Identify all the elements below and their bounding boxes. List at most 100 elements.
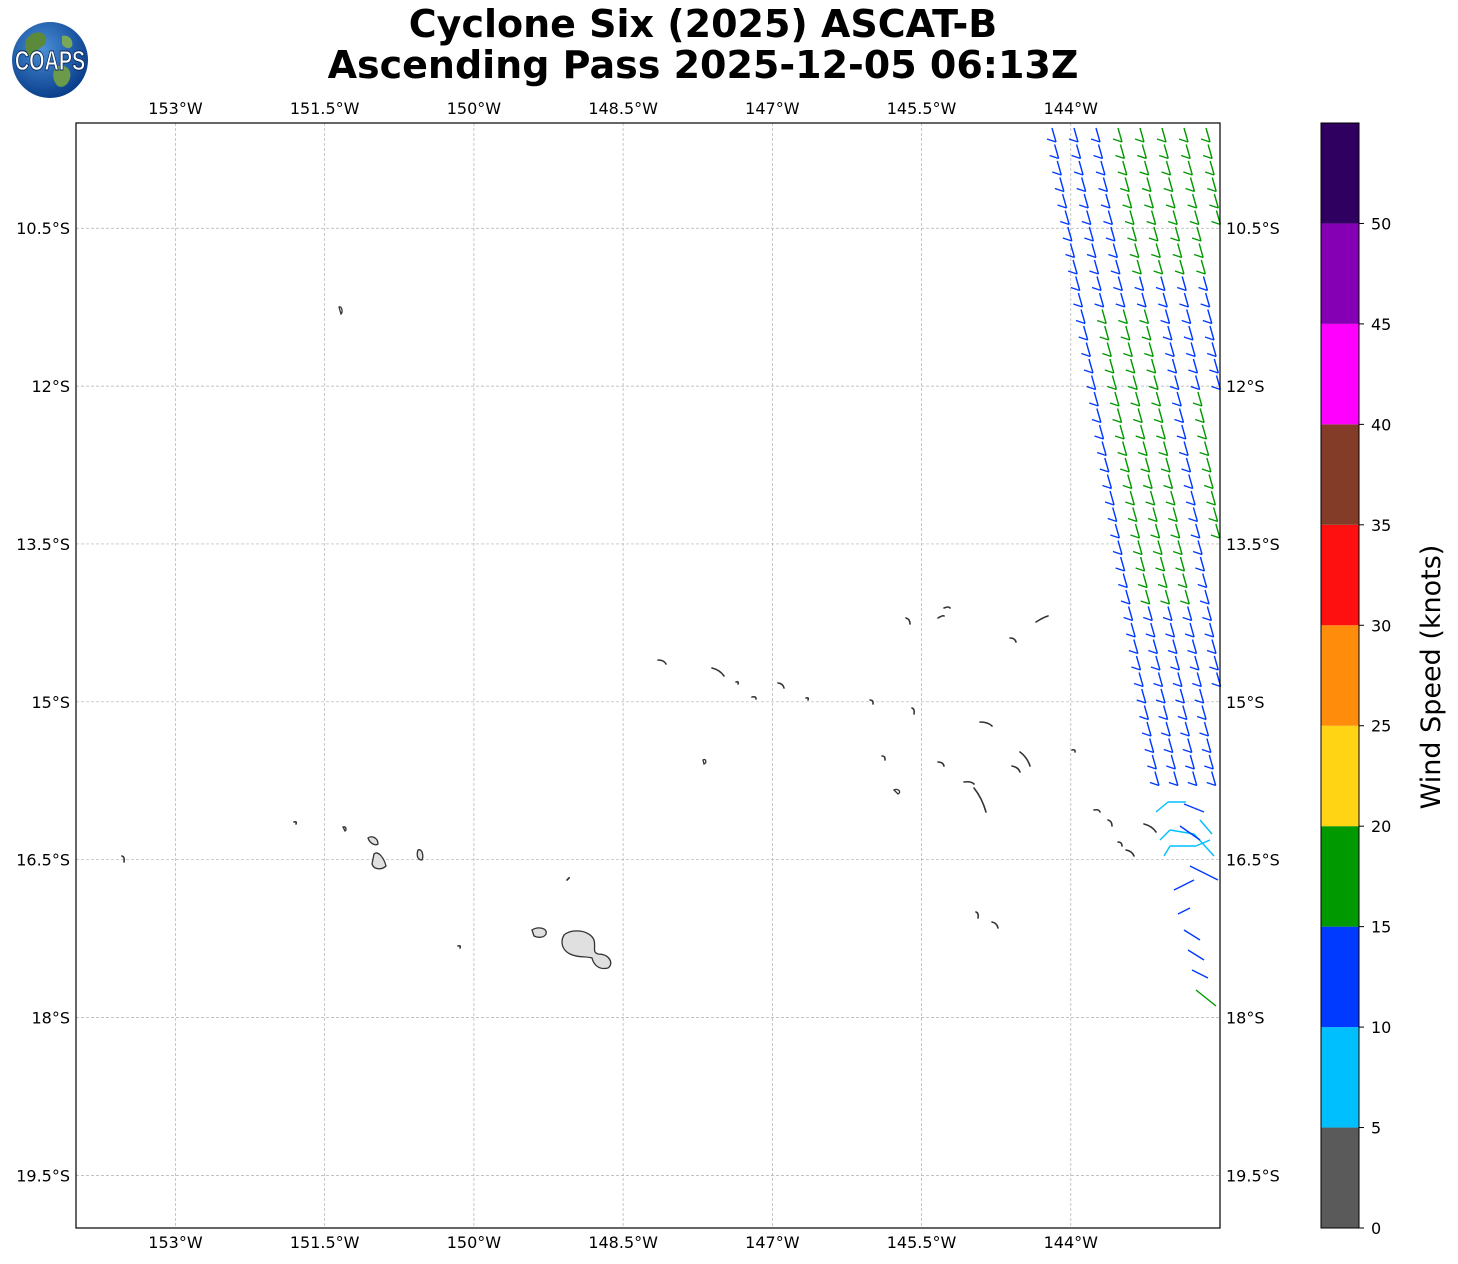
- wind-barb: [1142, 441, 1148, 456]
- wind-barb-flag: [1172, 550, 1183, 556]
- wind-barb: [1162, 292, 1168, 308]
- wind-barb-flag: [1194, 699, 1204, 704]
- colorbar-tick-label: 10: [1371, 1018, 1391, 1037]
- wind-barb: [1149, 490, 1156, 506]
- wind-barb-flag: [1084, 237, 1094, 242]
- wind-barb-flag: [1076, 187, 1086, 193]
- wind-barb-flag: [1188, 517, 1198, 523]
- lon-tick-label-bottom: 150°W: [447, 1233, 502, 1252]
- colorbar-tick-label: 20: [1371, 817, 1391, 836]
- map-frame: [75, 122, 1221, 1229]
- wind-barb-flag: [1200, 303, 1210, 308]
- wind-barb-flag: [1146, 220, 1156, 226]
- title-line-1: Cyclone Six (2025) ASCAT-B: [408, 2, 998, 46]
- colorbar-bin: [1321, 1127, 1359, 1228]
- wind-barb-flag: [1130, 534, 1140, 539]
- wind-barb: [1178, 408, 1185, 423]
- wind-barb: [1119, 144, 1126, 159]
- wind-barb: [1203, 441, 1210, 456]
- wind-barb: [1204, 589, 1210, 605]
- wind-barb-flag: [1118, 319, 1128, 325]
- wind-barb: [1105, 193, 1111, 209]
- lon-tick-label-bottom: 148.5°W: [588, 1233, 658, 1252]
- wind-barb: [1150, 210, 1157, 225]
- wind-barb-flag: [1135, 435, 1145, 440]
- wind-barb-flag: [1117, 171, 1128, 176]
- island-outline: [531, 927, 547, 938]
- atoll-outline: [911, 707, 916, 715]
- wind-barb-flag: [1174, 418, 1184, 424]
- wind-barb: [1088, 358, 1094, 374]
- wind-barb: [1211, 177, 1217, 192]
- wind-barb-flag: [1160, 468, 1171, 473]
- lat-tick-label-left: 18°S: [31, 1009, 70, 1028]
- atoll-outline: [905, 617, 911, 625]
- wind-barb-flag: [1156, 138, 1167, 143]
- wind-barb-flag: [1122, 204, 1132, 209]
- atoll-outline: [975, 911, 980, 919]
- wind-barb: [1102, 177, 1109, 192]
- wind-barb-flag: [1208, 517, 1218, 523]
- wind-barb: [1164, 589, 1171, 605]
- wind-barb-flag: [1158, 715, 1168, 721]
- wind-barb: [1093, 391, 1099, 407]
- wind-barb-flag: [1057, 204, 1067, 209]
- figure-title: Cyclone Six (2025) ASCAT-B Ascending Pas…: [0, 4, 1406, 86]
- wind-barb: [1097, 144, 1104, 159]
- wind-barb-flag: [1204, 336, 1215, 341]
- wind-barb-flag: [1201, 748, 1212, 754]
- wind-barb-flag: [1115, 154, 1125, 160]
- wind-barb: [1088, 226, 1095, 242]
- wind-barb: [1191, 969, 1209, 979]
- lon-tick-label-bottom: 151.5°W: [290, 1233, 360, 1252]
- wind-barb: [1162, 705, 1169, 720]
- wind-barb-flag: [1054, 187, 1065, 193]
- wind-barb-flag: [1189, 220, 1200, 226]
- wind-barb-flag: [1151, 402, 1161, 407]
- wind-barb-flag: [1162, 616, 1173, 622]
- wind-barb-flag: [1049, 154, 1059, 160]
- wind-barb: [1199, 819, 1213, 835]
- wind-barb-flag: [1170, 666, 1180, 671]
- wind-barb: [1191, 193, 1198, 209]
- wind-barb: [1154, 771, 1160, 786]
- wind-barb: [1143, 160, 1150, 176]
- wind-barb-flag: [1193, 253, 1204, 259]
- wind-barb-flag: [1195, 567, 1205, 572]
- wind-barb-flag: [1091, 418, 1102, 424]
- wind-barb-flag: [1160, 600, 1170, 605]
- title-line-2: Ascending Pass 2025-12-05 06:13Z: [327, 43, 1079, 87]
- wind-barb: [1202, 276, 1209, 291]
- atoll-outline: [1117, 841, 1123, 847]
- wind-barb-flag: [1158, 303, 1168, 308]
- wind-barb-flag: [1144, 352, 1154, 358]
- wind-barb: [1122, 573, 1128, 588]
- wind-barb-flag: [1142, 484, 1153, 490]
- atoll-outline: [566, 876, 571, 881]
- wind-barb: [1195, 839, 1211, 847]
- island-outline: [416, 849, 424, 861]
- colorbar-bin: [1321, 1027, 1359, 1128]
- wind-barb-flag: [1139, 171, 1149, 176]
- wind-barb-flag: [1204, 765, 1214, 770]
- wind-barb: [1077, 292, 1084, 308]
- wind-barb: [1172, 639, 1178, 654]
- wind-barb: [1153, 375, 1159, 390]
- wind-barb-flag: [1181, 319, 1191, 325]
- wind-barb: [1196, 226, 1202, 242]
- wind-barb-flag: [1169, 385, 1180, 391]
- wind-barb-flag: [1083, 369, 1094, 374]
- wind-barb: [1162, 573, 1168, 588]
- wind-barb-flag: [1117, 451, 1127, 457]
- wind-barb: [1106, 342, 1112, 357]
- wind-barb-flag: [1187, 781, 1198, 787]
- colorbar-tick-label: 0: [1371, 1219, 1381, 1238]
- wind-barb-flag: [1112, 418, 1122, 424]
- wind-barb: [1189, 622, 1195, 638]
- island-outline: [371, 852, 387, 870]
- wind-barb-flag: [1124, 220, 1135, 226]
- wind-barb-flag: [1165, 501, 1176, 506]
- wind-barb: [1191, 639, 1198, 654]
- wind-barb: [1153, 226, 1159, 242]
- atoll-outline: [979, 721, 993, 727]
